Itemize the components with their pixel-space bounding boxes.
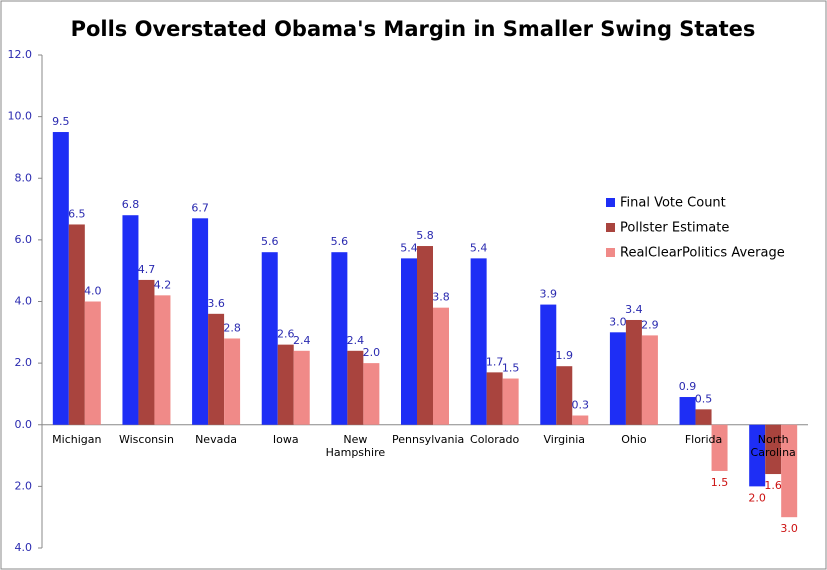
x-tick-label: Nevada [195, 432, 238, 446]
data-label: 4.7 [138, 263, 156, 276]
bar [781, 424, 798, 518]
legend-swatch [606, 248, 615, 257]
data-label: 6.5 [68, 207, 86, 220]
data-label: 4.0 [84, 285, 102, 298]
data-label: 1.5 [502, 362, 520, 375]
bar [192, 218, 209, 425]
x-tick-label: Colorado [470, 432, 520, 446]
data-label: 3.8 [432, 291, 450, 304]
bar [293, 350, 310, 425]
data-label: 0.3 [572, 399, 590, 412]
y-tick-label: 12.0 [8, 48, 33, 61]
bar [363, 363, 380, 425]
legend-label: Pollster Estimate [620, 221, 729, 236]
data-label: 5.8 [416, 229, 434, 242]
data-label: 5.4 [470, 241, 488, 254]
legend-swatch [606, 223, 615, 232]
y-tick-label: 8.0 [15, 171, 33, 184]
bar [52, 132, 69, 425]
data-label: 6.8 [122, 198, 140, 211]
bar [502, 378, 519, 425]
x-tick-label: Virginia [543, 432, 585, 446]
y-tick-label: 2.0 [15, 356, 33, 369]
bar [695, 409, 712, 425]
data-label: 3.4 [625, 303, 643, 316]
legend-swatch [606, 198, 615, 207]
data-label: 2.6 [277, 328, 295, 341]
x-tick-label: Ohio [621, 432, 647, 446]
data-label: 5.6 [261, 235, 279, 248]
x-tick-label: North Carolina [750, 432, 796, 459]
data-label: 3.6 [207, 297, 225, 310]
data-label: 6.7 [191, 201, 209, 214]
data-label: 2.0 [363, 346, 381, 359]
bar [470, 258, 487, 425]
x-tick-label: Iowa [272, 432, 299, 446]
bar [84, 301, 101, 425]
data-label: 1.6 [764, 479, 782, 492]
bar [765, 424, 782, 475]
y-tick-label: 10.0 [8, 110, 33, 123]
bar [277, 344, 294, 425]
bar [641, 335, 658, 425]
bar [433, 307, 449, 425]
bar [331, 252, 348, 425]
data-label: 1.5 [711, 476, 729, 489]
bar [261, 252, 278, 425]
data-label: 4.2 [154, 278, 172, 291]
chart-title: Polls Overstated Obama's Margin in Small… [71, 17, 756, 41]
data-label: 9.5 [52, 115, 70, 128]
bar [625, 319, 642, 425]
bar [224, 338, 241, 425]
y-tick-label: 2.0 [15, 479, 33, 492]
data-label: 3.9 [540, 288, 558, 301]
data-label: 0.5 [695, 392, 713, 405]
data-label: 1.9 [556, 349, 574, 362]
data-label: 0.9 [679, 380, 697, 393]
legend-label: RealClearPolitics Average [620, 246, 785, 261]
y-tick-label: 6.0 [15, 233, 33, 246]
legend-label: Final Vote Count [620, 196, 726, 211]
data-label: 5.4 [400, 241, 418, 254]
bar [556, 366, 573, 425]
x-tick-label: Michigan [52, 432, 102, 446]
bar [540, 304, 557, 425]
x-tick-label: New Hampshire [325, 432, 386, 459]
bar [679, 397, 696, 425]
bar [572, 415, 589, 425]
data-label: 3.0 [780, 522, 798, 535]
bar [749, 424, 766, 487]
data-label: 2.4 [347, 334, 365, 347]
bar [347, 350, 364, 425]
x-tick-label: Florida [684, 432, 723, 446]
data-label: 3.0 [609, 315, 627, 328]
bar [122, 215, 139, 425]
bar [711, 424, 728, 471]
data-label: 2.8 [223, 321, 241, 334]
data-label: 2.0 [748, 491, 766, 504]
bar [208, 313, 225, 425]
x-tick-label: Pennsylvania [392, 432, 465, 446]
y-tick-label: 4.0 [15, 295, 33, 308]
x-tick-label: Wisconsin [118, 432, 174, 446]
bar [154, 295, 171, 425]
data-label: 2.9 [641, 318, 659, 331]
data-label: 2.4 [293, 334, 311, 347]
bar [417, 246, 433, 425]
data-label: 5.6 [331, 235, 349, 248]
y-tick-label: 4.0 [15, 541, 33, 554]
bar [486, 372, 503, 425]
bar [138, 279, 155, 425]
data-label: 1.7 [486, 355, 504, 368]
bar [401, 258, 417, 425]
bar [609, 332, 626, 425]
bar [68, 224, 85, 425]
y-tick-label: 0.0 [15, 418, 33, 431]
